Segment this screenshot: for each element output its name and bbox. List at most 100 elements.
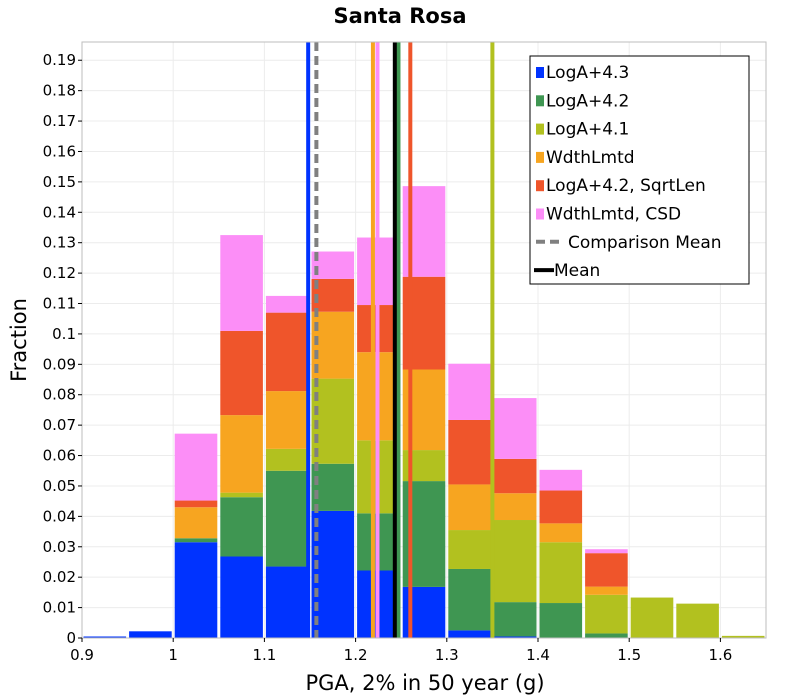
bar-segment xyxy=(83,636,127,638)
bar-segment xyxy=(220,556,263,638)
bar-segment xyxy=(448,419,491,485)
bar-segment xyxy=(311,311,355,379)
y-tick-label: 0.16 xyxy=(43,142,76,160)
y-tick-label: 0.19 xyxy=(43,51,76,69)
legend-label: WdthLmtd, CSD xyxy=(546,205,681,225)
y-tick-label: 0 xyxy=(66,629,76,647)
y-tick-label: 0.04 xyxy=(43,507,76,525)
y-tick-label: 0.03 xyxy=(43,538,76,556)
bar-segment xyxy=(174,538,218,543)
bar-segment xyxy=(585,594,628,634)
x-tick-label: 1 xyxy=(168,646,178,664)
y-tick-label: 0.17 xyxy=(43,112,76,130)
bar-segment xyxy=(129,631,172,638)
y-tick-label: 0.06 xyxy=(43,447,76,465)
x-tick-label: 1.1 xyxy=(252,646,276,664)
bar-segment xyxy=(265,470,309,567)
y-tick-label: 0.02 xyxy=(43,568,76,586)
legend-label: Comparison Mean xyxy=(568,233,722,253)
bar-segment xyxy=(493,602,537,637)
bar-segment xyxy=(493,398,537,459)
bar-segment xyxy=(539,490,583,524)
bar-segment xyxy=(174,542,218,638)
bar-segment xyxy=(311,251,355,279)
bar-segment xyxy=(265,391,309,449)
bar-segment xyxy=(220,492,263,498)
bar-segment xyxy=(265,566,309,638)
bar-segment xyxy=(220,330,263,416)
bar-segment xyxy=(493,493,537,521)
legend-label: LogA+4.2, SqrtLen xyxy=(546,176,706,196)
y-axis-label: Fraction xyxy=(7,298,31,382)
bar-segment xyxy=(174,500,218,508)
legend-swatch xyxy=(536,123,544,135)
legend-label: LogA+4.2 xyxy=(546,91,629,111)
y-tick-label: 0.14 xyxy=(43,203,76,221)
bar-segment xyxy=(493,520,537,603)
legend-box xyxy=(529,55,750,285)
bar-segment xyxy=(174,433,218,501)
plot-frame xyxy=(81,41,767,639)
bar-segment xyxy=(448,530,491,569)
y-tick-label: 0.01 xyxy=(43,599,76,617)
legend-swatch xyxy=(536,151,544,163)
bar-segment xyxy=(493,636,537,638)
bar-segment xyxy=(311,510,355,638)
y-tick-label: 0.18 xyxy=(43,82,76,100)
bar-segment xyxy=(220,497,263,557)
legend-label: WdthLmtd xyxy=(546,148,635,168)
x-tick-label: 1.5 xyxy=(617,646,641,664)
bar-segment xyxy=(448,568,491,631)
chart-title: Santa Rosa xyxy=(333,4,466,28)
y-tick-label: 0.15 xyxy=(43,173,76,191)
legend-swatch xyxy=(536,67,544,78)
bar-segment xyxy=(448,363,491,420)
bar-segment xyxy=(539,469,583,491)
x-tick-label: 0.9 xyxy=(70,646,94,664)
bar-segment xyxy=(220,235,263,331)
legend-label: LogA+4.3 xyxy=(546,63,629,83)
x-axis-label: PGA, 2% in 50 year (g) xyxy=(305,671,544,695)
y-tick-label: 0.1 xyxy=(52,325,76,343)
x-tick-label: 1.3 xyxy=(435,646,459,664)
y-tick-label: 0.08 xyxy=(43,386,76,404)
bar-segment xyxy=(265,312,309,392)
bar-segment xyxy=(448,630,491,638)
bar-segment xyxy=(585,633,628,638)
legend-label: Mean xyxy=(554,261,600,281)
x-tick-label: 1.6 xyxy=(708,646,732,664)
y-tick-label: 0.07 xyxy=(43,416,76,434)
bar-segment xyxy=(448,484,491,531)
y-axis-ticks: 0 0.01 0.02 0.03 0.04 0.05 0.06 0.07 0.08 0.09 0.1… xyxy=(43,51,82,647)
bar-segment xyxy=(311,463,355,511)
bar-segment xyxy=(220,415,263,493)
bar-segment xyxy=(311,278,355,312)
legend-swatch xyxy=(536,95,544,107)
mean-lines xyxy=(306,42,495,638)
y-tick-label: 0.12 xyxy=(43,264,76,282)
y-tick-label: 0.11 xyxy=(43,295,76,313)
bar-segment xyxy=(265,295,309,313)
bar-segment xyxy=(676,603,719,638)
bar-segment xyxy=(721,635,765,638)
legend-swatch xyxy=(536,208,544,220)
bar-segment xyxy=(585,553,628,587)
legend: LogA+4.3 LogA+4.2 LogA+4.1 WdthLmtd LogA+4.2… xyxy=(529,55,750,285)
bar-segment xyxy=(539,523,583,543)
x-tick-label: 1.4 xyxy=(526,646,550,664)
bar-segment xyxy=(585,549,628,554)
y-tick-label: 0.09 xyxy=(43,355,76,373)
y-tick-label: 0.13 xyxy=(43,234,76,252)
legend-swatch xyxy=(536,180,544,192)
bar-segment xyxy=(630,597,674,638)
x-axis-ticks: 0.9 1 1.1 1.2 1.3 1.4 1.5 1.6 xyxy=(70,638,732,664)
legend-label: LogA+4.1 xyxy=(546,120,629,140)
x-tick-label: 1.2 xyxy=(344,646,368,664)
y-tick-label: 0.05 xyxy=(43,477,76,495)
bar-segment xyxy=(493,458,537,494)
bar-segment xyxy=(539,542,583,604)
bar-segment xyxy=(174,507,218,539)
bar-segment xyxy=(539,603,583,638)
bar-segment xyxy=(265,448,309,471)
